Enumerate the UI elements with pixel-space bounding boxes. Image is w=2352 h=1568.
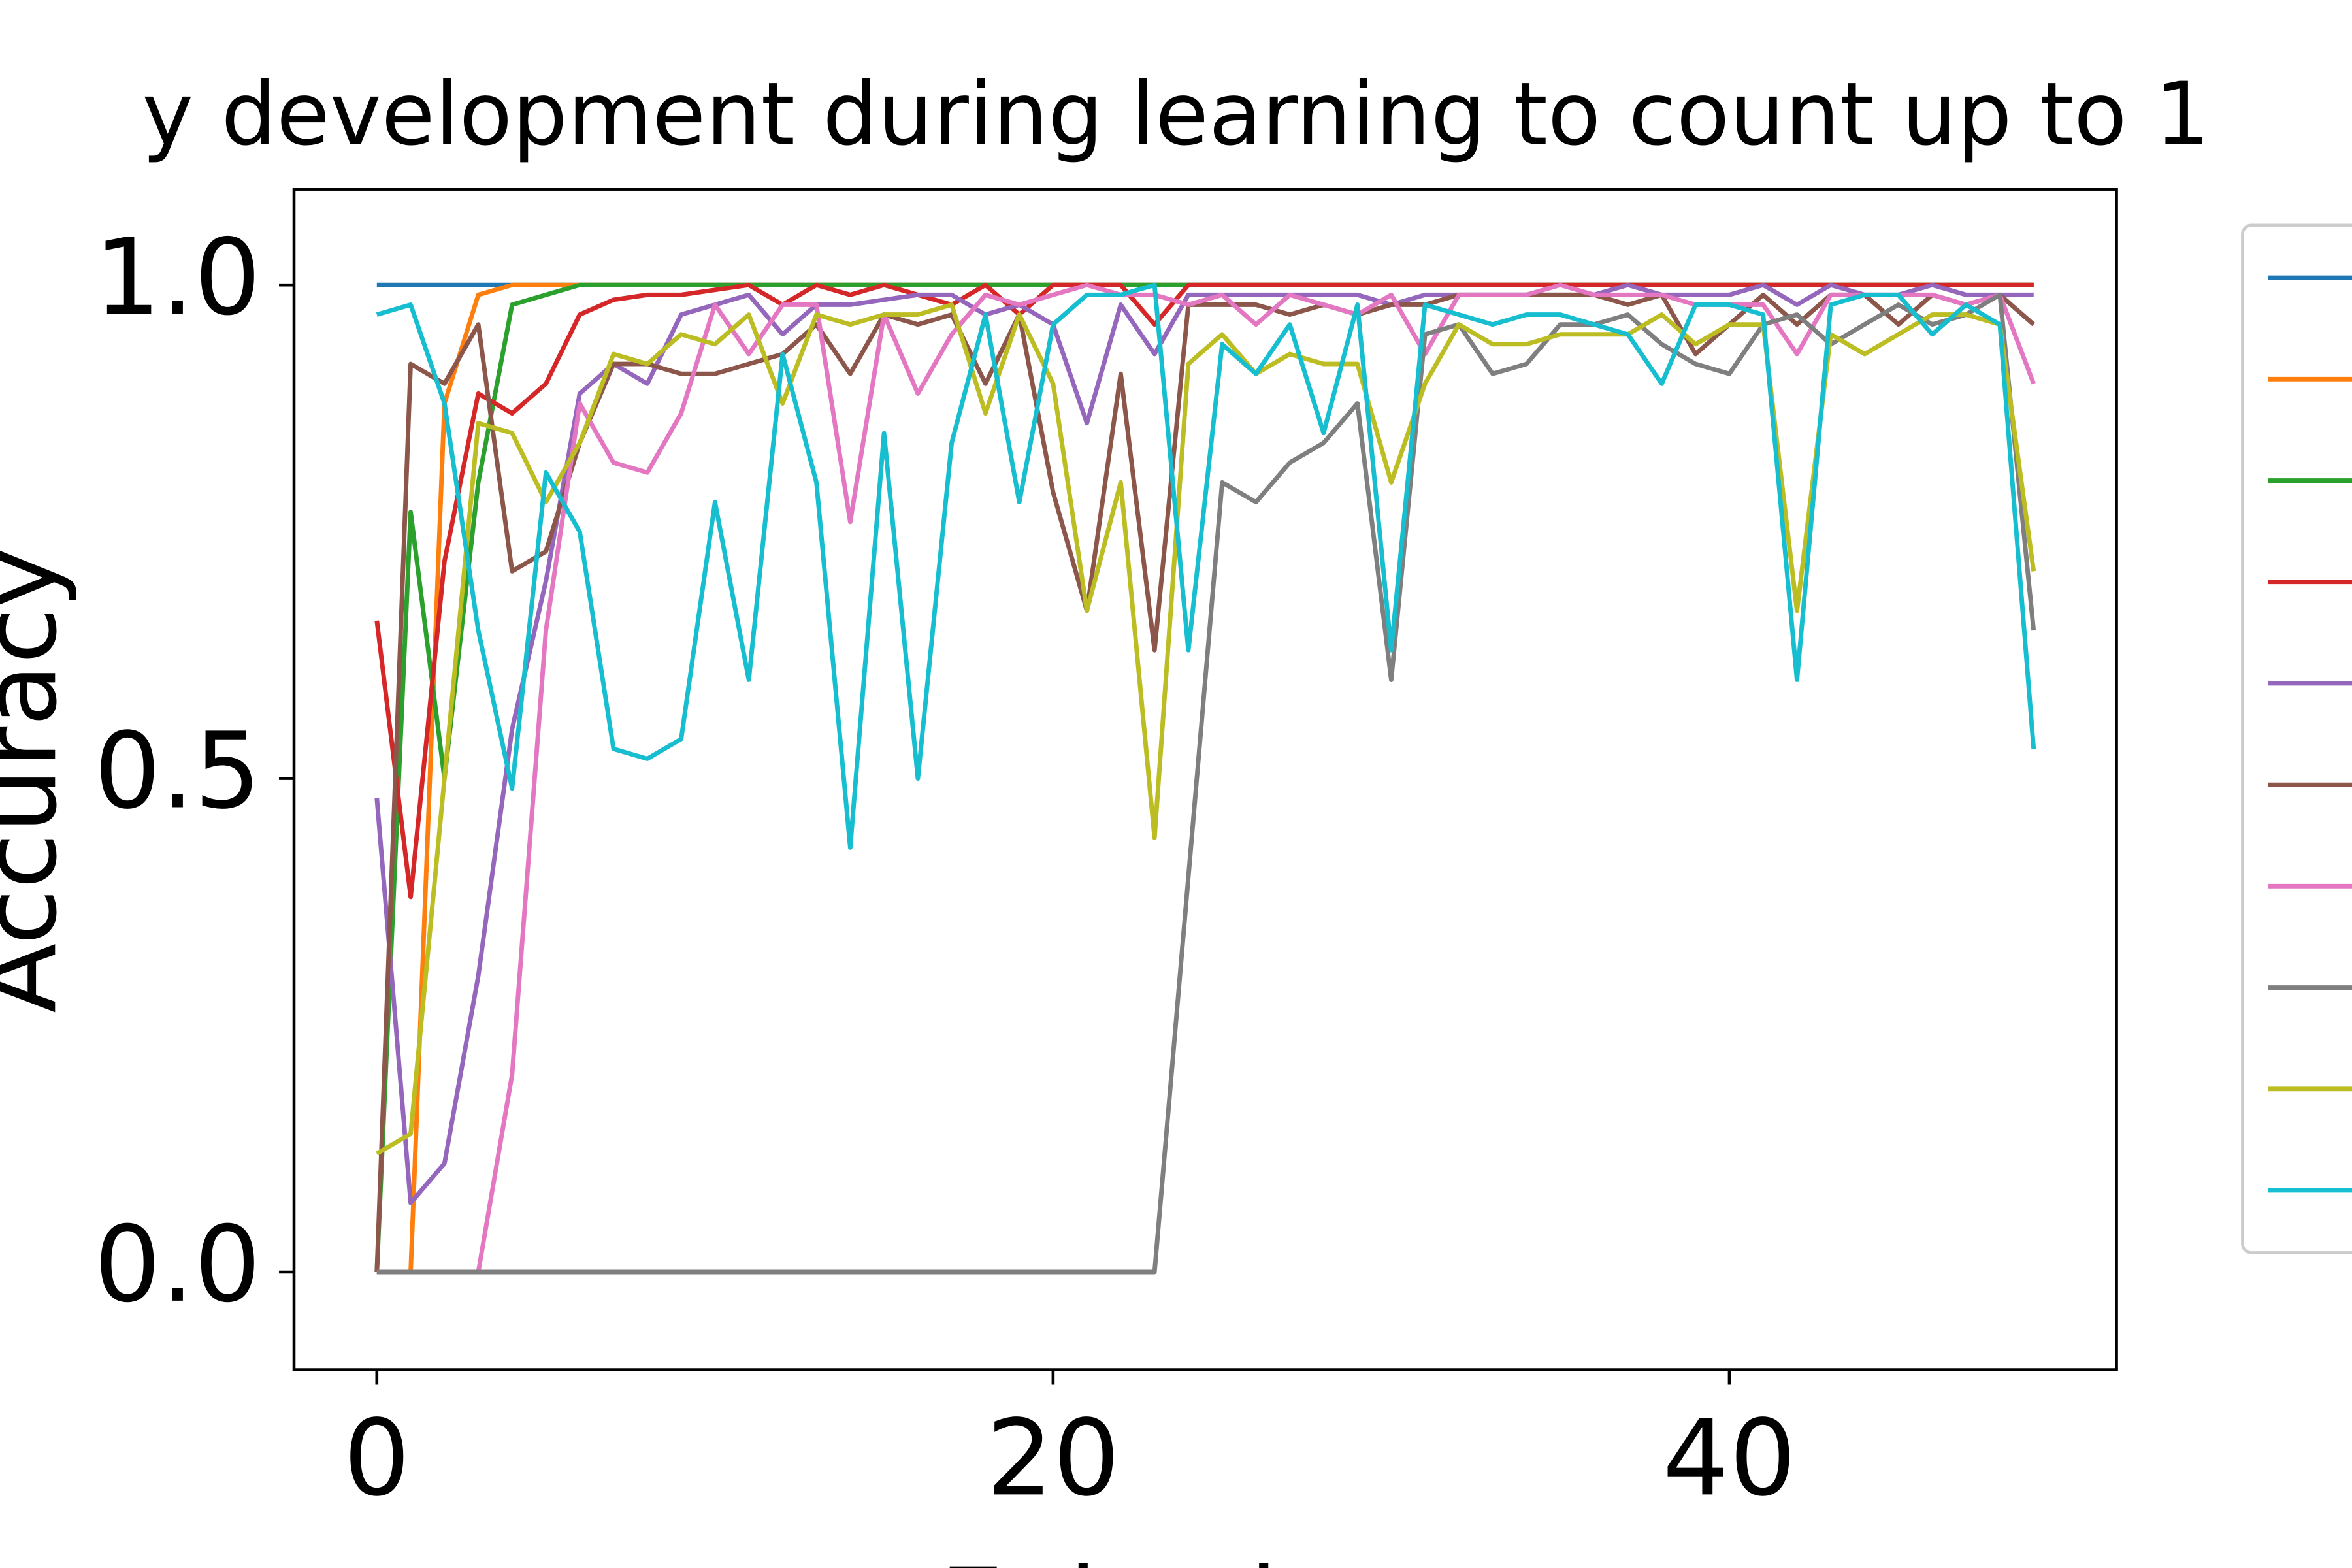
- x-axis-label: Episode: [939, 1546, 1340, 1568]
- chart-title: y development during learning to count u…: [142, 64, 2210, 165]
- y-tick-label: 0.5: [94, 710, 261, 832]
- x-tick-label: 40: [1663, 1397, 1797, 1519]
- series-line: [376, 282, 2036, 850]
- x-tick-label: 20: [987, 1397, 1120, 1519]
- y-axis-label: Accuracy: [0, 547, 79, 1013]
- series-line: [376, 292, 2036, 1275]
- x-tick-label: 0: [344, 1397, 410, 1519]
- series-line: [374, 282, 2034, 1205]
- series-line: [376, 302, 2036, 1156]
- series-line: [374, 292, 2036, 1273]
- y-tick-label: 0.0: [94, 1203, 261, 1326]
- y-tick-label: 1.0: [94, 216, 261, 338]
- series-line: [376, 282, 2036, 1275]
